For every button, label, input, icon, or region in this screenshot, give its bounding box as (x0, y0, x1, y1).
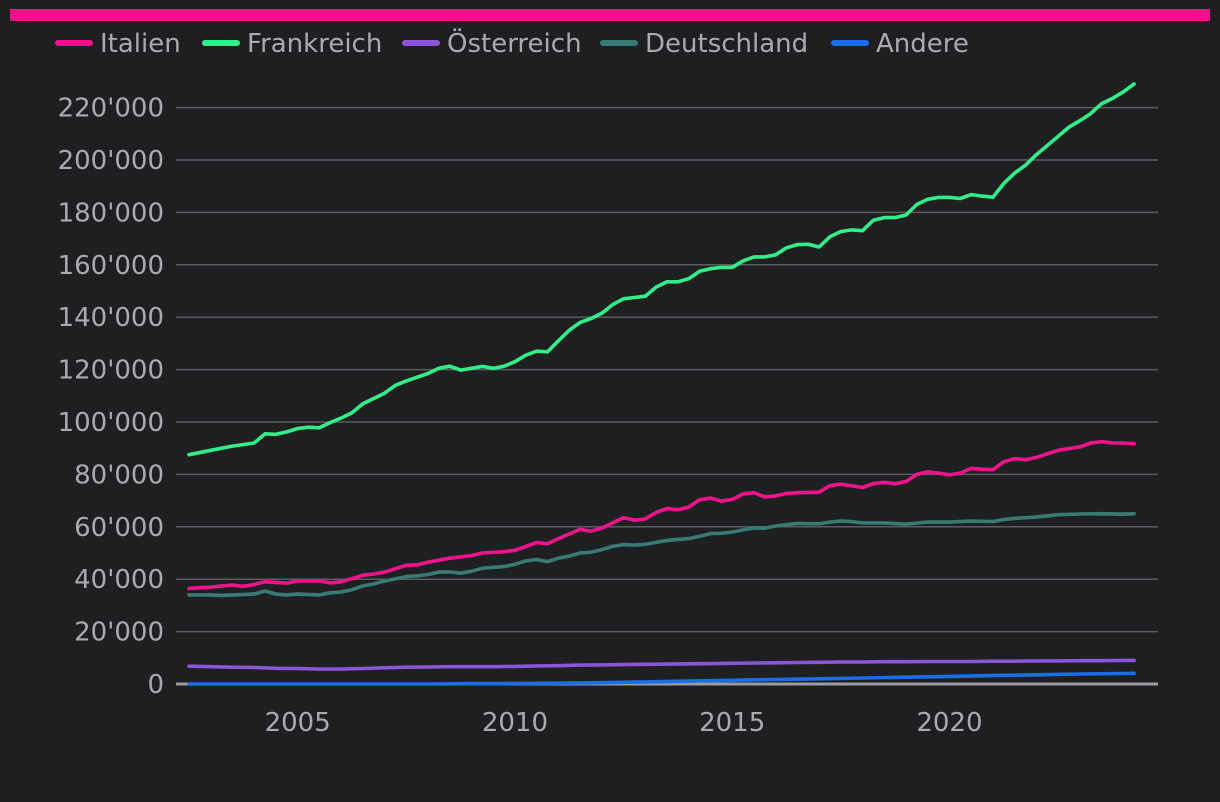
y-tick-label: 120'000 (58, 356, 164, 386)
x-tick-label: 2010 (482, 708, 548, 738)
legend-label: Österreich (447, 27, 582, 59)
series-line-deutschland (187, 511, 1136, 598)
legend-label: Frankreich (247, 29, 382, 59)
y-tick-label: 140'000 (58, 303, 164, 333)
y-tick-label: 0 (147, 670, 164, 700)
series-line-andere (187, 671, 1136, 686)
y-tick-label: 200'000 (58, 146, 164, 176)
series-line-italien (187, 439, 1136, 591)
y-tick-label: 220'000 (58, 94, 164, 124)
axes: 0 20'000 40'000 60'000 80'000 100'000 120'000 1… (58, 94, 1158, 738)
y-tick-label: 60'000 (74, 513, 164, 543)
y-tick-label: 40'000 (74, 565, 164, 595)
series-line-österreich (187, 658, 1136, 671)
x-tick-label: 2005 (265, 708, 331, 738)
accent-bar (10, 9, 1210, 21)
y-tick-label: 100'000 (58, 408, 164, 438)
series-lines (187, 82, 1136, 686)
grid (176, 106, 1158, 633)
x-tick-label: 2015 (699, 708, 765, 738)
x-tick-label: 2020 (916, 708, 982, 738)
y-tick-label: 160'000 (58, 251, 164, 281)
y-tick-label: 180'000 (58, 198, 164, 228)
legend: Italien Frankreich Österreich Deutschland An… (55, 27, 969, 59)
series-line-frankreich (187, 82, 1136, 457)
legend-label: Deutschland (645, 29, 808, 59)
legend-label: Andere (876, 29, 969, 59)
legend-label: Italien (100, 29, 181, 59)
y-tick-label: 20'000 (74, 618, 164, 648)
y-tick-label: 80'000 (74, 460, 164, 490)
